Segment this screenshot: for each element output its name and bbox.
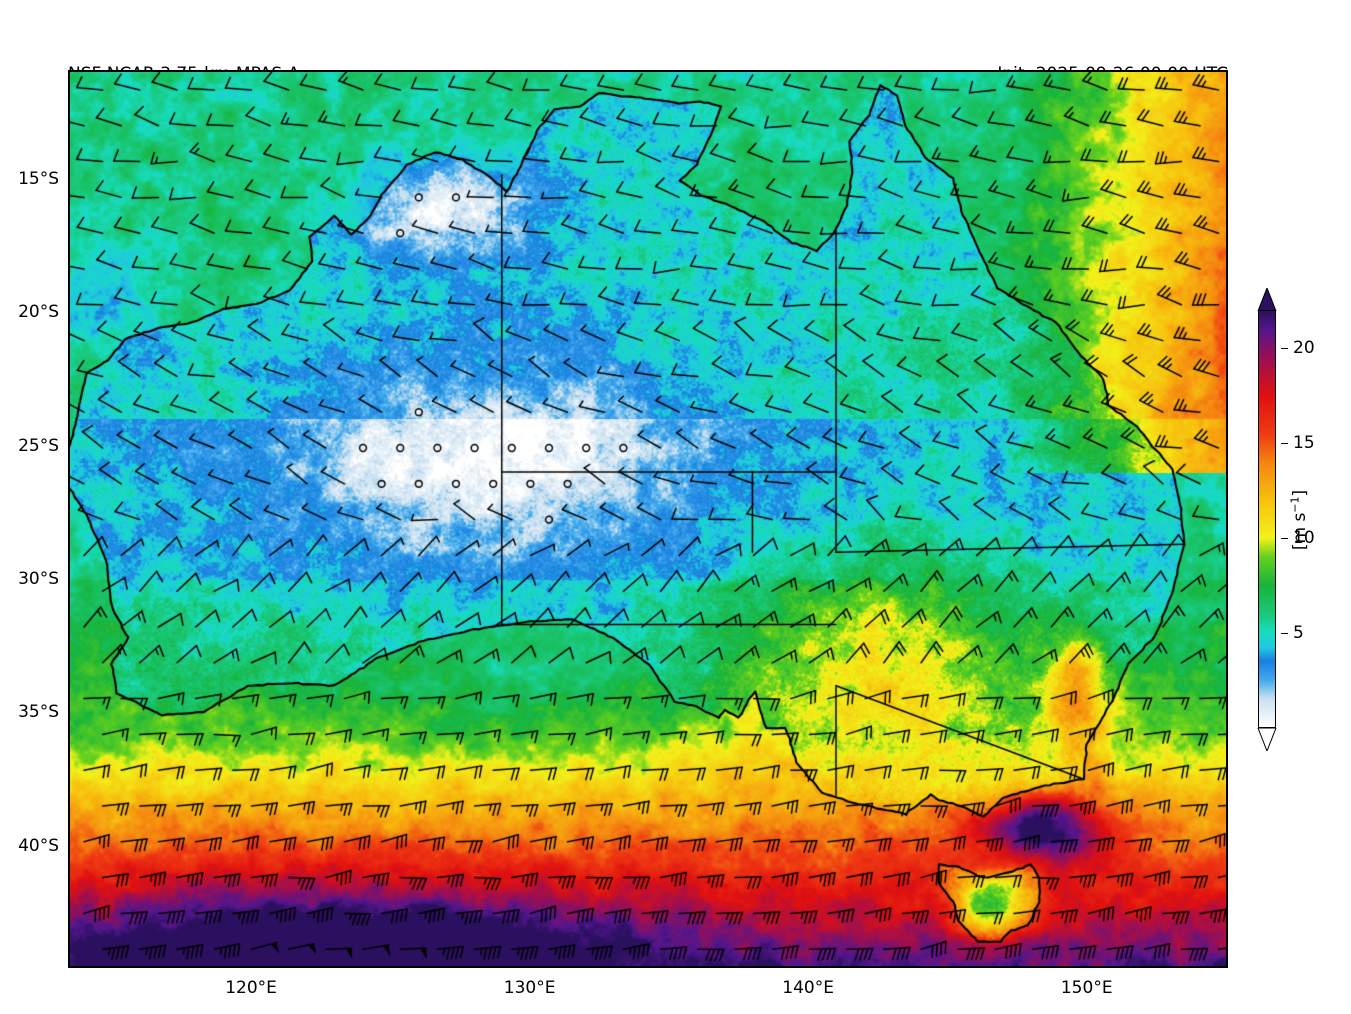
colorbar-tick-label: 10: [1293, 528, 1315, 548]
lat-tick-label: 30°S: [18, 569, 59, 590]
colorbar-tick: [1281, 443, 1288, 444]
colorbar-bottom-extend-arrow: [1257, 728, 1277, 751]
colorbar-top-extend-arrow: [1257, 288, 1277, 311]
lat-tick-label: 40°S: [18, 835, 59, 856]
lon-tick-label: 120°E: [225, 978, 277, 998]
colorbar[interactable]: 5 10 15 20: [1253, 288, 1315, 751]
colorbar-axis-label: [m s−1]: [1288, 489, 1310, 551]
lat-tick-label: 35°S: [18, 702, 59, 723]
wind-speed-field: [70, 72, 1226, 966]
colorbar-gradient: [1258, 310, 1276, 728]
colorbar-tick-label: 15: [1293, 433, 1315, 453]
colorbar-tick: [1281, 348, 1288, 349]
lat-tick-label: 15°S: [18, 168, 59, 189]
lon-tick-label: 150°E: [1060, 978, 1113, 998]
lon-tick-label: 130°E: [503, 978, 556, 998]
lat-tick-label: 25°S: [18, 435, 59, 456]
colorbar-tick-label: 5: [1293, 623, 1304, 643]
colorbar-tick-label: 20: [1293, 338, 1315, 358]
colorbar-units-exponent: −1: [1288, 496, 1302, 513]
lon-tick-label: 140°E: [782, 978, 835, 998]
map-plot-area[interactable]: [68, 70, 1228, 968]
colorbar-tick: [1281, 538, 1288, 539]
colorbar-tick: [1281, 633, 1288, 634]
lat-tick-label: 20°S: [18, 302, 59, 323]
